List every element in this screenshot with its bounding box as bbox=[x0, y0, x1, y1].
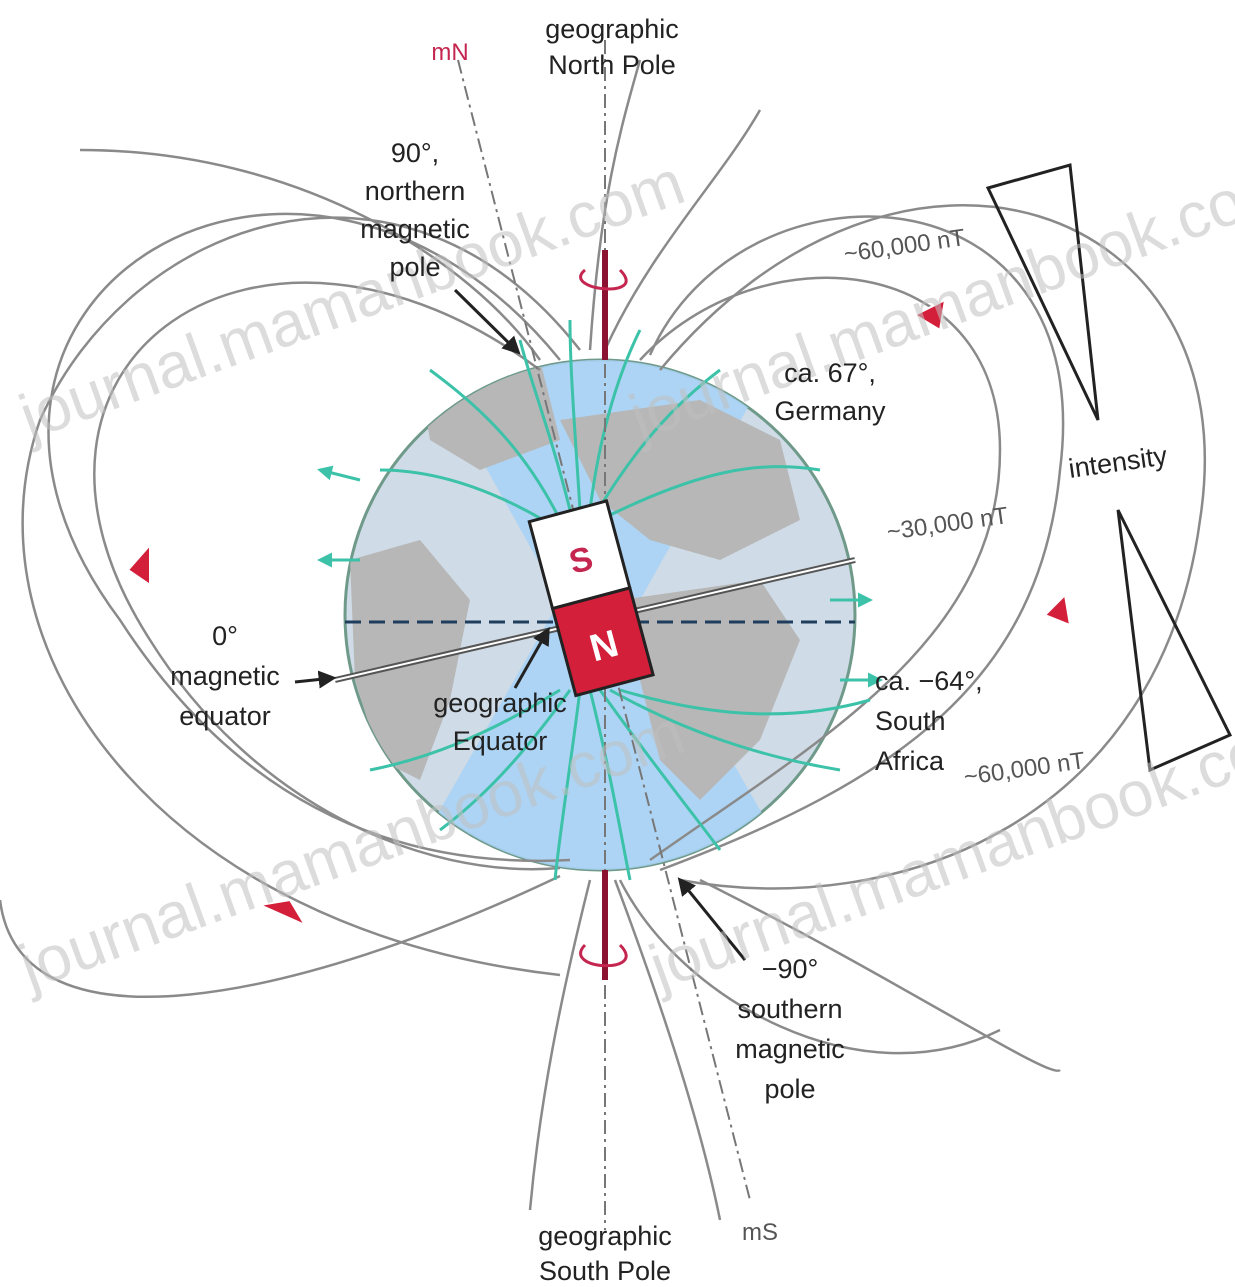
label-south-pole-2: southern bbox=[737, 994, 842, 1024]
label-intensity: intensity bbox=[1067, 440, 1170, 484]
label-north-pole-3: magnetic bbox=[360, 214, 470, 244]
watermark-text-2: journal.mamanbook.com bbox=[618, 146, 1235, 454]
label-germany-2: Germany bbox=[774, 396, 886, 426]
label-mN: mN bbox=[431, 39, 468, 66]
label-geo-eq-2: Equator bbox=[453, 726, 548, 756]
label-north-pole-4: pole bbox=[389, 252, 440, 282]
compass-needle-bottom bbox=[256, 898, 308, 928]
label-geo-south-2: South Pole bbox=[539, 1256, 671, 1286]
magnet-north-half bbox=[550, 586, 655, 698]
label-south-africa-2: South bbox=[875, 706, 946, 736]
label-geo-eq-1: geographic bbox=[433, 688, 567, 718]
land-europe bbox=[560, 400, 800, 560]
label-geo-north-1: geographic bbox=[545, 14, 679, 44]
label-south-pole-3: magnetic bbox=[735, 1034, 845, 1064]
bar-magnet: S N bbox=[527, 499, 655, 698]
label-south-africa-3: Africa bbox=[875, 746, 945, 776]
teal-field-lines bbox=[317, 319, 883, 881]
label-mag-eq-3: equator bbox=[179, 701, 271, 731]
label-north-pole-1: 90°, bbox=[391, 138, 439, 168]
intensity-scale bbox=[985, 163, 1233, 773]
compass-needle-left bbox=[126, 542, 151, 587]
label-south-pole-1: −90° bbox=[762, 954, 819, 984]
label-north-pole-2: northern bbox=[365, 176, 466, 206]
label-geo-south-1: geographic bbox=[538, 1221, 672, 1251]
compass-needle-right-top bbox=[912, 298, 947, 332]
label-nt-30000: ~30,000 nT bbox=[885, 502, 1010, 546]
field-lines bbox=[0, 59, 1207, 1221]
label-germany-1: ca. 67°, bbox=[784, 358, 876, 388]
label-geo-north-2: North Pole bbox=[548, 50, 676, 80]
label-mag-eq-1: 0° bbox=[212, 621, 238, 651]
label-mag-eq-2: magnetic bbox=[170, 661, 280, 691]
label-south-africa-1: ca. −64°, bbox=[875, 666, 983, 696]
label-mS: mS bbox=[742, 1219, 778, 1246]
label-nt-60000-top: ~60,000 nT bbox=[842, 224, 967, 268]
compass-needles bbox=[126, 298, 1072, 928]
label-south-pole-4: pole bbox=[764, 1074, 815, 1104]
label-pointers bbox=[294, 288, 747, 961]
compass-needle-right bbox=[1043, 592, 1072, 627]
land-africa bbox=[620, 580, 800, 800]
